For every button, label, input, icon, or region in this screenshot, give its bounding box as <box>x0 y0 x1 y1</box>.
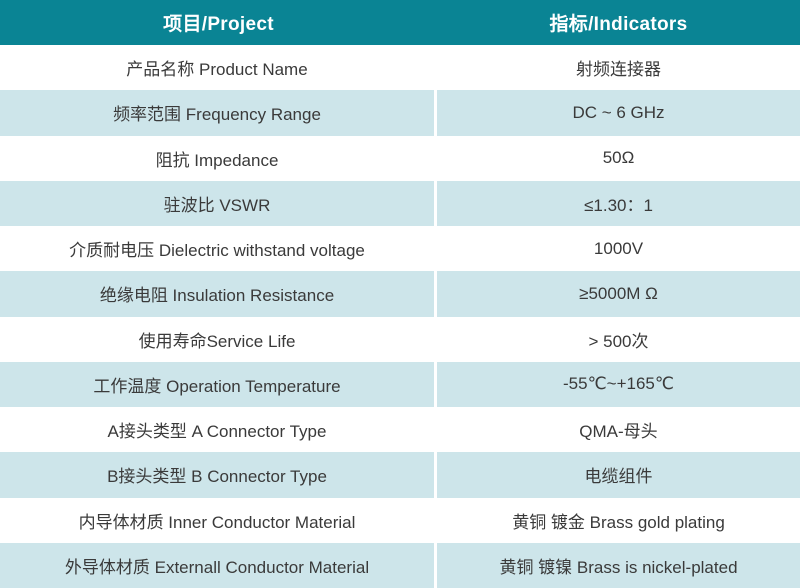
project-cell: 驻波比 VSWR <box>0 180 434 226</box>
indicator-cell: 50Ω <box>602 148 635 168</box>
indicator-cell: -55℃~+165℃ <box>437 361 800 407</box>
indicator-cell: 电缆组件 <box>437 452 800 498</box>
indicator-cell: 黄铜 镀镍 Brass is nickel-plated <box>437 542 800 588</box>
indicator-cell: 黄铜 镀金 Brass gold plating <box>512 512 725 532</box>
indicator-cell: DC ~ 6 GHz <box>437 90 800 136</box>
table-row: 产品名称 Product Name 射频连接器 <box>0 45 800 91</box>
project-cell: 介质耐电压 Dielectric withstand voltage <box>69 241 365 261</box>
indicator-cell: 射频连接器 <box>576 60 661 80</box>
project-cell: 频率范围 Frequency Range <box>0 90 434 136</box>
table-row: 阻抗 Impedance 50Ω <box>0 135 800 181</box>
table-row: 内导体材质 Inner Conductor Material 黄铜 镀金 Bra… <box>0 497 800 543</box>
project-cell: 工作温度 Operation Temperature <box>0 361 434 407</box>
project-cell: 外导体材质 Externall Conductor Material <box>0 542 434 588</box>
table-row: 驻波比 VSWR ≤1.30：1 <box>0 180 800 226</box>
indicator-cell: ≤1.30：1 <box>437 180 800 226</box>
indicator-cell: QMA-母头 <box>579 422 658 442</box>
project-cell: 阻抗 Impedance <box>155 150 279 170</box>
header-indicators-column: 指标/Indicators <box>549 14 688 35</box>
project-cell: 绝缘电阻 Insulation Resistance <box>0 271 434 317</box>
table-row: 使用寿命Service Life > 500次 <box>0 316 800 362</box>
table-body: 产品名称 Product Name 射频连接器 频率范围 Frequency R… <box>0 45 800 588</box>
project-cell: 产品名称 Product Name <box>126 60 308 80</box>
table-row: 绝缘电阻 Insulation Resistance ≥5000M Ω <box>0 271 800 317</box>
table-row: 介质耐电压 Dielectric withstand voltage 1000V <box>0 226 800 272</box>
project-cell: 内导体材质 Inner Conductor Material <box>78 512 356 532</box>
project-cell: A接头类型 A Connector Type <box>107 422 327 442</box>
header-project-column: 项目/Project <box>163 14 274 35</box>
indicator-cell: ≥5000M Ω <box>437 271 800 317</box>
table-row: 外导体材质 Externall Conductor Material 黄铜 镀镍… <box>0 542 800 588</box>
project-cell: B接头类型 B Connector Type <box>0 452 434 498</box>
table-row: A接头类型 A Connector Type QMA-母头 <box>0 407 800 453</box>
indicator-cell: 1000V <box>593 238 644 258</box>
indicator-cell: > 500次 <box>588 331 649 351</box>
table-header-row: 项目/Project 指标/Indicators <box>0 0 800 45</box>
table-row: 工作温度 Operation Temperature -55℃~+165℃ <box>0 361 800 407</box>
table-row: B接头类型 B Connector Type 电缆组件 <box>0 452 800 498</box>
project-cell: 使用寿命Service Life <box>138 331 296 351</box>
table-row: 频率范围 Frequency Range DC ~ 6 GHz <box>0 90 800 136</box>
